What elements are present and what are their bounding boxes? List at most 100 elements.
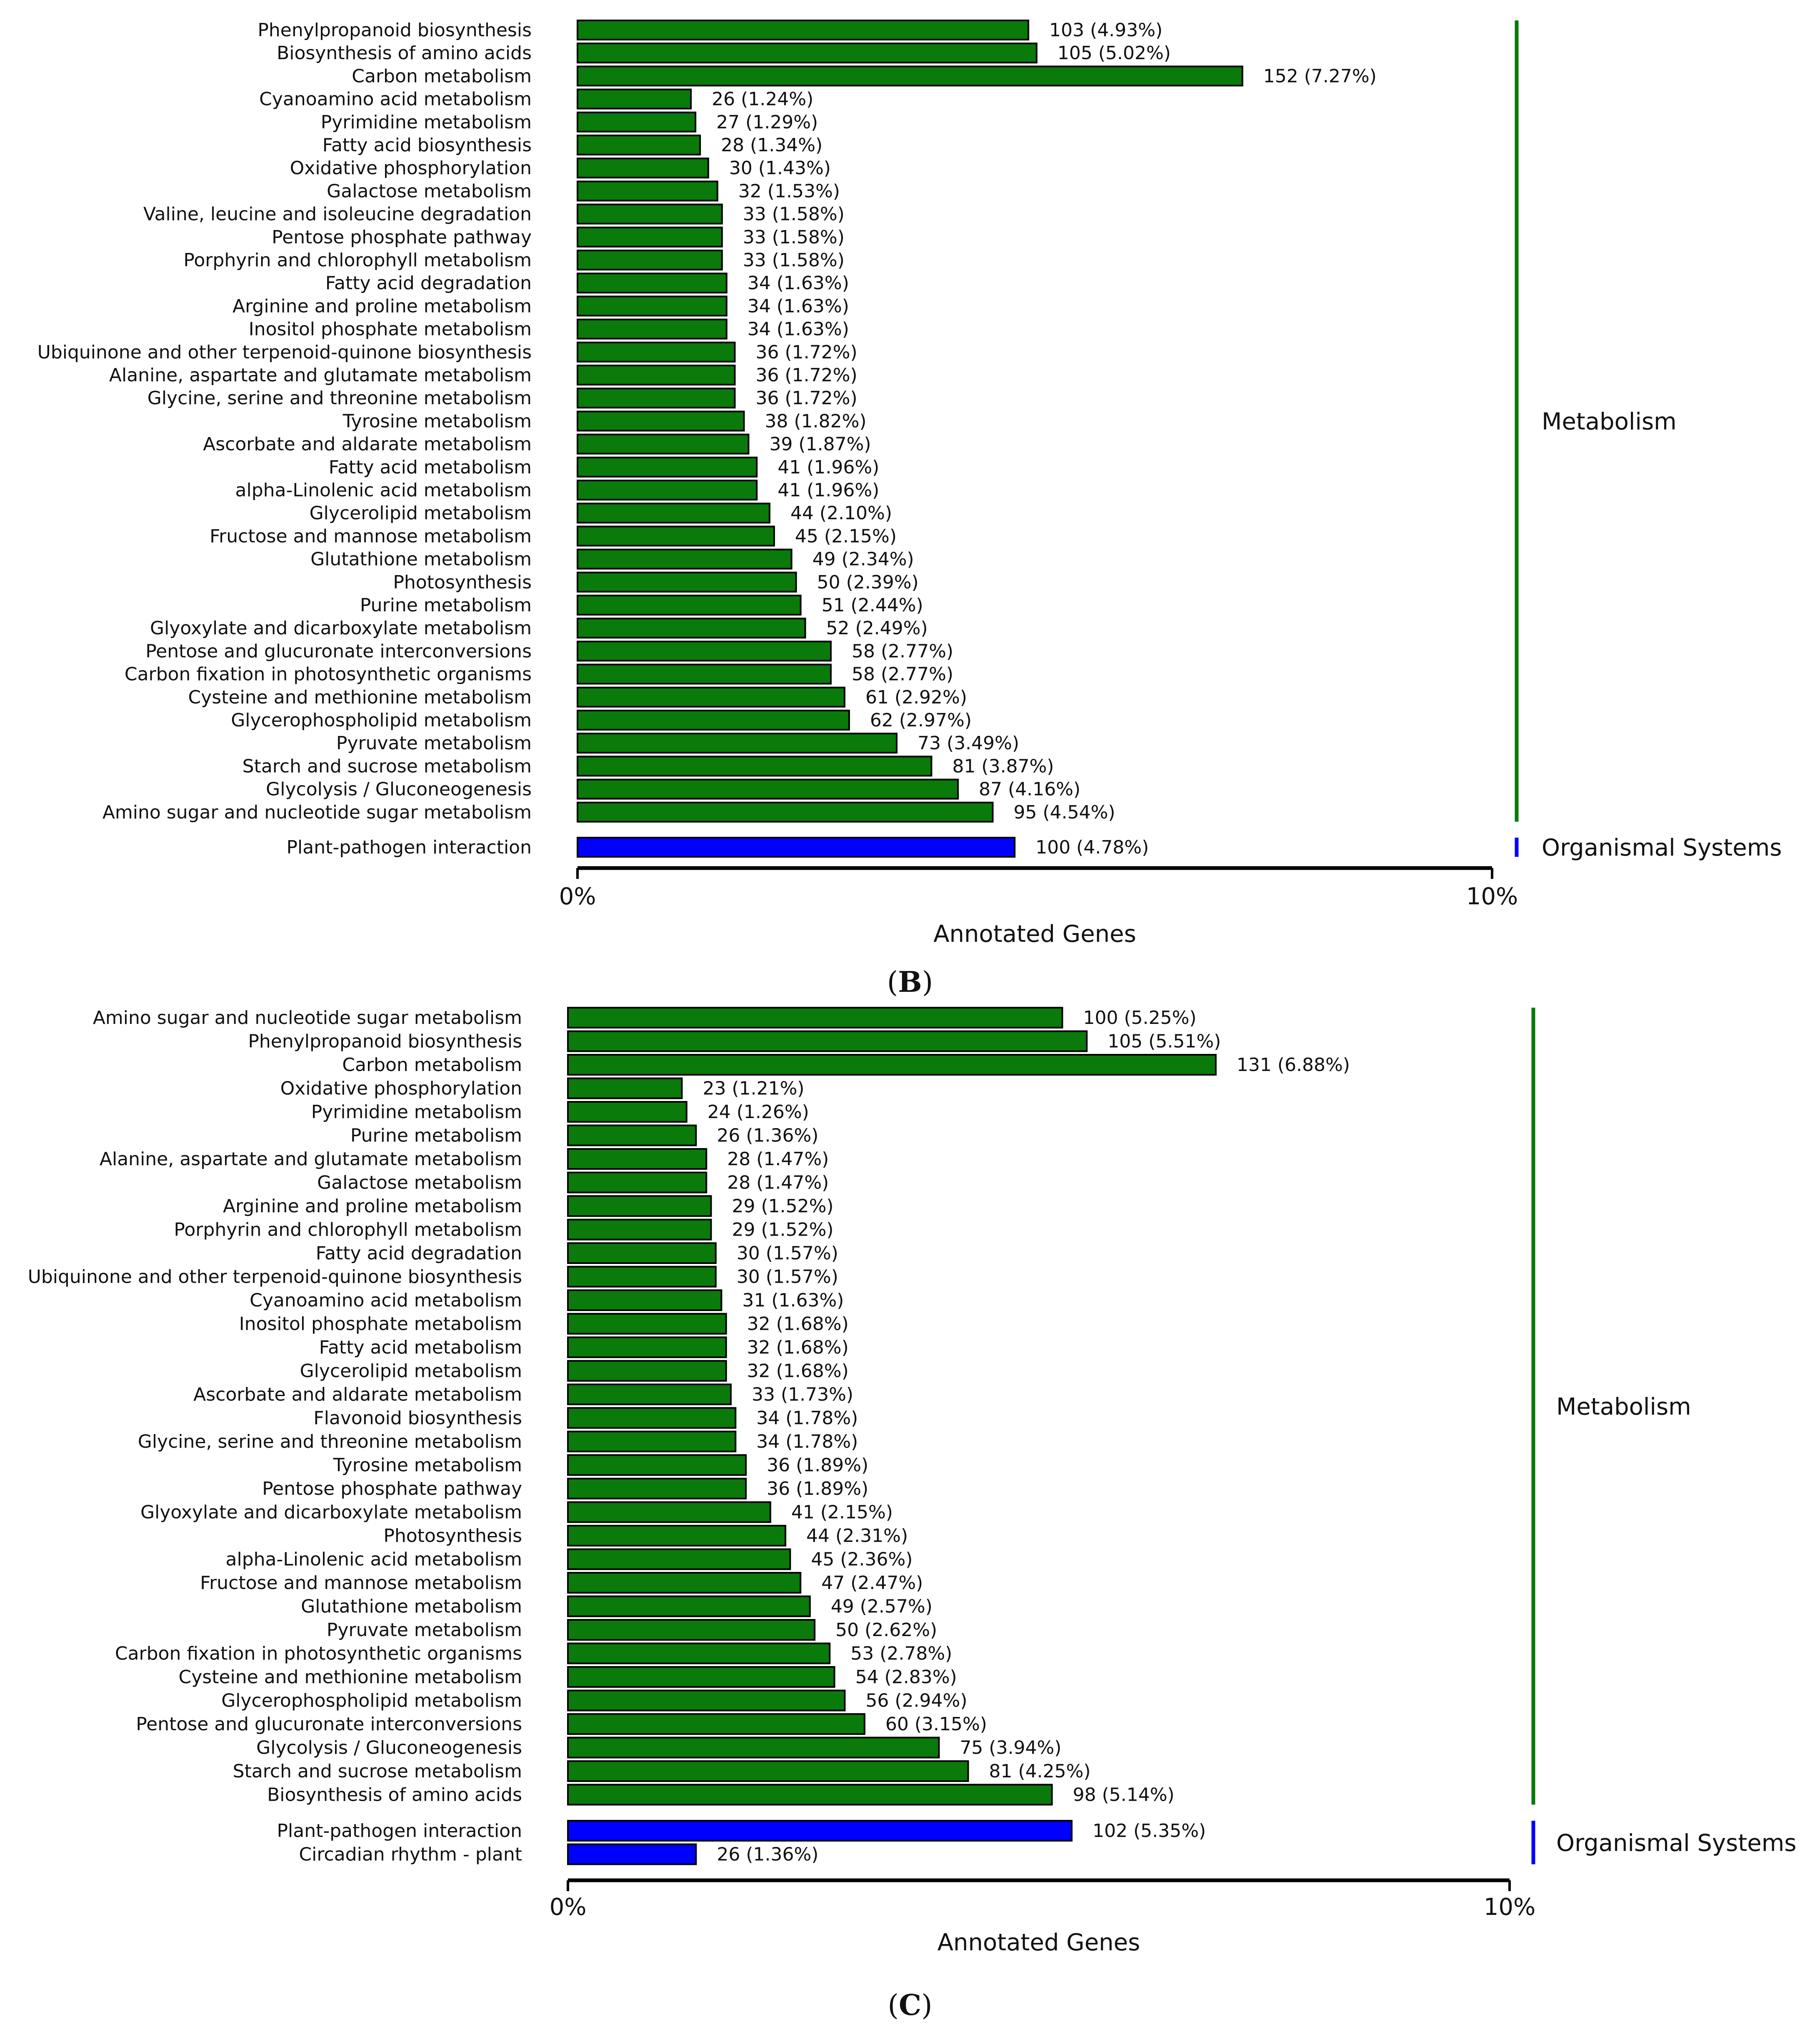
category-label: Amino sugar and nucleotide sugar metabol… [102,802,532,823]
data-label: 58 (2.77%) [852,641,953,662]
data-label: 26 (1.24%) [712,89,813,110]
bar [577,88,692,110]
data-label: 28 (1.47%) [727,1149,829,1170]
category-label: Porphyrin and chlorophyll metabolism [174,1219,522,1241]
data-label: 41 (2.15%) [791,1502,893,1523]
category-label: Fatty acid degradation [325,273,532,294]
x-tick-label: 10% [1466,883,1518,910]
data-label: 50 (2.62%) [835,1619,937,1641]
category-label: Tyrosine metabolism [342,410,532,432]
bar [567,1171,708,1194]
category-label: Fatty acid degradation [316,1243,522,1264]
bar [567,1689,846,1712]
category-label: Pentose phosphate pathway [262,1478,522,1499]
bar [567,1030,1088,1052]
category-label: Fatty acid biosynthesis [322,135,532,156]
category-label: Pyrimidine metabolism [321,112,532,133]
panel-letter: C [899,1989,921,2022]
category-label: Ascorbate and aldarate metabolism [193,1384,522,1405]
bar [577,341,736,363]
group-label: Metabolism [1542,408,1677,435]
bar [577,388,736,409]
category-label: Galactose metabolism [327,180,532,202]
data-label: 61 (2.92%) [865,687,967,708]
bar [567,1219,712,1241]
category-label: Fatty acid metabolism [319,1337,522,1358]
category-label: Circadian rhythm - plant [299,1844,522,1865]
category-label: Porphyrin and chlorophyll metabolism [183,250,532,271]
data-label: 105 (5.51%) [1108,1031,1221,1052]
category-label: Cyanoamino acid metabolism [259,89,532,110]
bar [577,318,728,340]
bar [577,65,1243,87]
category-label: Pentose phosphate pathway [272,227,532,248]
category-label: Fatty acid metabolism [329,457,532,478]
data-label: 98 (5.14%) [1073,1784,1175,1806]
data-label: 34 (1.63%) [748,273,849,294]
category-label: alpha-Linolenic acid metabolism [226,1549,522,1570]
data-label: 81 (3.87%) [952,756,1054,777]
bar [567,1572,802,1594]
data-label: 49 (2.34%) [812,549,914,570]
data-label: 28 (1.47%) [727,1172,829,1194]
bar [567,1548,791,1570]
category-label: Pentose and glucuronate interconversions [145,641,532,662]
category-label: Tyrosine metabolism [333,1455,522,1476]
bar [577,410,745,432]
data-label: 26 (1.36%) [717,1125,818,1146]
category-label: Galactose metabolism [317,1172,522,1194]
data-label: 100 (5.25%) [1083,1007,1197,1029]
bar [567,1843,697,1865]
bar [567,1360,727,1382]
data-label: 31 (1.63%) [742,1290,844,1311]
bar [567,1124,697,1146]
data-label: 47 (2.47%) [821,1572,923,1594]
category-label: Carbon metabolism [352,65,532,87]
category-label: Plant-pathogen interaction [286,837,532,858]
category-label: Glycerolipid metabolism [300,1361,522,1382]
category-label: Glycerolipid metabolism [310,503,532,524]
category-label: Glyoxylate and dicarboxylate metabolism [150,618,532,639]
data-label: 34 (1.63%) [748,295,849,317]
category-label: Purine metabolism [360,595,532,616]
category-label: Glyoxylate and dicarboxylate metabolism [140,1502,522,1523]
bar [567,1313,727,1335]
category-label: Photosynthesis [383,1525,522,1547]
category-label: Alanine, aspartate and glutamate metabol… [109,365,532,386]
category-label: Flavonoid biosynthesis [313,1408,522,1429]
category-label: Starch and sucrose metabolism [233,1761,522,1782]
x-tick-label: 0% [559,883,596,910]
bar [567,1336,727,1358]
data-label: 33 (1.73%) [752,1384,853,1405]
data-label: 29 (1.52%) [732,1219,834,1241]
bar [577,250,723,270]
data-label: 36 (1.72%) [756,365,858,386]
bar [577,663,832,685]
data-label: 33 (1.58%) [743,227,845,248]
bar [577,480,758,500]
data-label: 41 (1.96%) [778,480,879,501]
category-label: Arginine and proline metabolism [232,295,532,317]
bar [567,1266,717,1288]
category-label: Glutathione metabolism [301,1596,522,1617]
data-label: 87 (4.16%) [979,779,1080,800]
category-label: Pyruvate metabolism [336,733,532,754]
data-label: 38 (1.82%) [765,410,866,432]
data-label: 26 (1.36%) [717,1844,818,1865]
bar [567,1478,747,1499]
category-label: Alanine, aspartate and glutamate metabol… [100,1149,522,1170]
data-label: 50 (2.39%) [817,572,919,593]
bar [577,456,758,478]
bar [567,1384,732,1405]
chart-panel-c: Amino sugar and nucleotide sugar metabol… [28,1007,1796,2022]
category-label: Starch and sucrose metabolism [242,756,532,777]
x-axis-label: Annotated Genes [933,921,1136,948]
category-label: Purine metabolism [350,1125,522,1146]
data-label: 102 (5.35%) [1092,1820,1206,1842]
bar [577,365,736,385]
category-label: Photosynthesis [393,572,532,593]
category-label: Glycerophospholipid metabolism [221,1690,522,1712]
data-label: 32 (1.68%) [747,1314,849,1335]
bar [567,1820,1073,1842]
data-label: 34 (1.78%) [756,1431,858,1452]
